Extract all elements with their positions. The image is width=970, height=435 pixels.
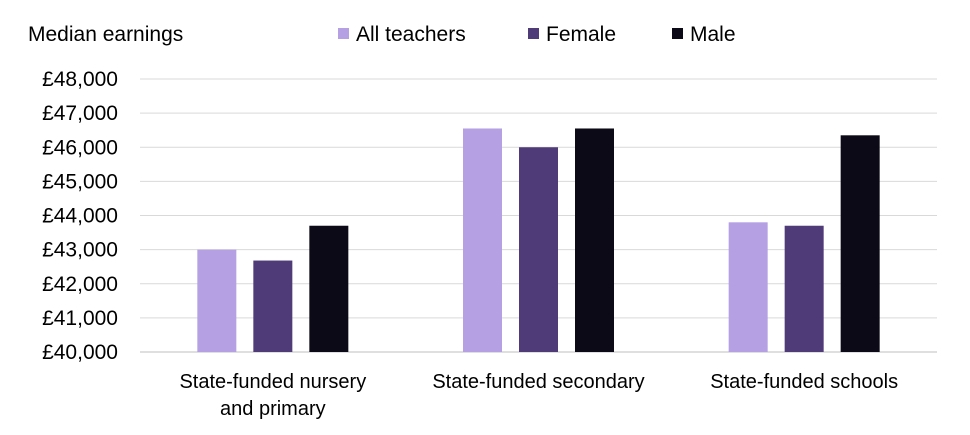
legend: All teachers Female Male (338, 23, 736, 46)
legend-item-female: Female (528, 23, 616, 46)
bar-female (519, 147, 558, 352)
y-tick-label: £48,000 (42, 68, 118, 91)
category-label: State-funded schools (710, 371, 898, 393)
x-axis-categories: State-funded nursery and primary State-fun… (179, 371, 898, 420)
category-label: and primary (220, 398, 326, 420)
y-tick-label: £47,000 (42, 102, 118, 125)
category-label: State-funded nursery (179, 371, 366, 393)
bar-all-teachers (728, 222, 768, 352)
bar-male (840, 135, 880, 352)
bar-all-teachers (197, 249, 237, 352)
bar-all-teachers (463, 128, 502, 352)
bar-female (253, 260, 293, 352)
bar-male (309, 225, 349, 352)
legend-label: All teachers (356, 23, 466, 46)
bars (197, 128, 880, 352)
bar-male (575, 128, 614, 352)
y-tick-label: £41,000 (42, 307, 118, 330)
legend-label: Male (690, 23, 736, 46)
y-axis-label: Median earnings (28, 23, 183, 46)
bar-female (784, 225, 824, 352)
y-tick-label: £43,000 (42, 239, 118, 262)
y-axis-ticks: £40,000 £41,000 £42,000 £43,000 £44,000 £45,0… (42, 68, 118, 364)
legend-swatch (338, 28, 349, 39)
legend-item-all-teachers: All teachers (338, 23, 466, 46)
legend-swatch (528, 28, 539, 39)
y-tick-label: £45,000 (42, 170, 118, 193)
y-tick-label: £42,000 (42, 273, 118, 296)
y-tick-label: £44,000 (42, 205, 118, 228)
y-tick-label: £40,000 (42, 341, 118, 364)
legend-item-male: Male (672, 23, 736, 46)
legend-label: Female (546, 23, 616, 46)
legend-swatch (672, 28, 683, 39)
y-tick-label: £46,000 (42, 136, 118, 159)
category-label: State-funded secondary (432, 371, 644, 393)
